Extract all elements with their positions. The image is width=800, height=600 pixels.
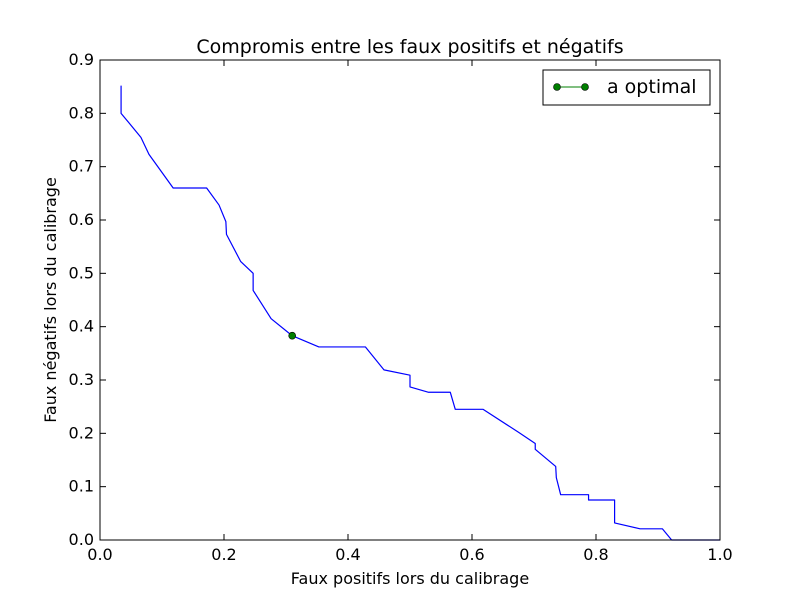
- y-tick-label: 0.0: [69, 530, 94, 549]
- plot-frame: [99, 59, 721, 541]
- y-axis-label: Faux négatifs lors du calibrage: [41, 177, 60, 423]
- y-tick-label: 0.9: [69, 50, 94, 69]
- x-tick-label: 0.0: [87, 545, 112, 564]
- legend-label: a optimal: [607, 76, 697, 98]
- x-tick-label: 0.8: [583, 545, 608, 564]
- legend-marker-left: [553, 83, 561, 91]
- y-tick-label: 0.7: [69, 157, 94, 176]
- x-tick-label: 1.0: [707, 545, 732, 564]
- chart-title: Compromis entre les faux positifs et nég…: [196, 36, 623, 58]
- y-tick-label: 0.8: [69, 103, 94, 122]
- optimal-point: [288, 331, 297, 340]
- y-tick-label: 0.2: [69, 423, 94, 442]
- x-tick-label: 0.2: [211, 545, 236, 564]
- y-tick-label: 0.1: [69, 477, 94, 496]
- x-tick-label: 0.4: [335, 545, 360, 564]
- y-tick-label: 0.3: [69, 370, 94, 389]
- legend: a optimal: [542, 69, 711, 106]
- y-tick-label: 0.6: [69, 210, 94, 229]
- x-tick-label: 0.6: [459, 545, 484, 564]
- y-tick-label: 0.4: [69, 317, 94, 336]
- series-line-curve: [120, 85, 720, 541]
- y-tick-label: 0.5: [69, 263, 94, 282]
- legend-marker-right: [581, 83, 589, 91]
- x-axis-label: Faux positifs lors du calibrage: [291, 569, 529, 588]
